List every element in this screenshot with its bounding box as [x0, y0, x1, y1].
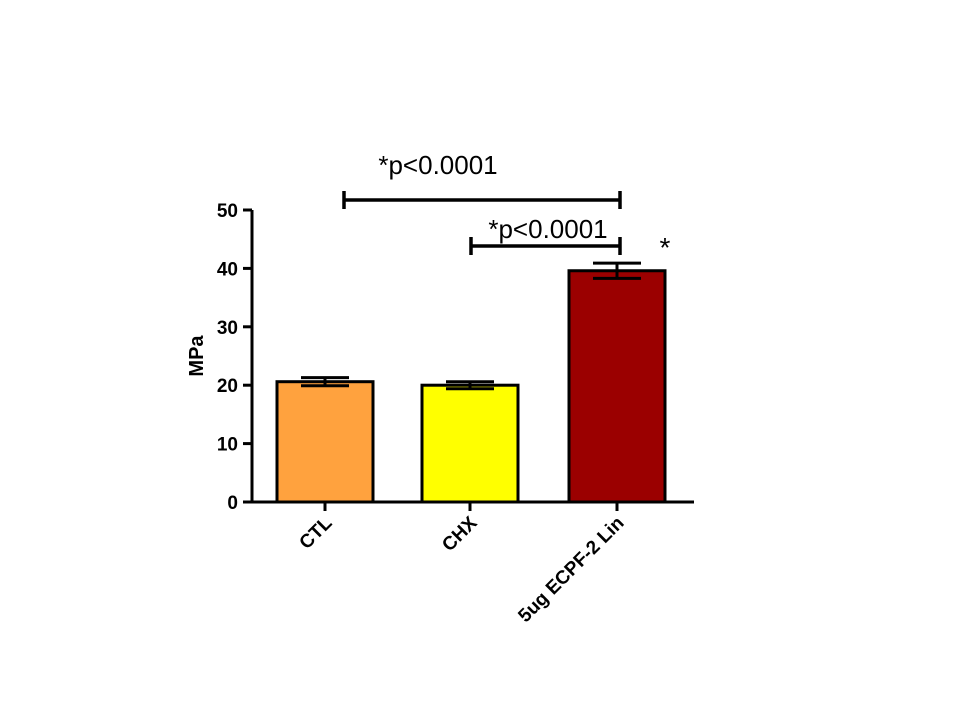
bar-1: [420, 383, 520, 504]
x-tick-label-1: CHX: [438, 512, 481, 555]
error-bars-group: [301, 261, 641, 391]
y-tick-label-50: 50: [217, 201, 238, 222]
x-tick-label-0: CTL: [296, 512, 337, 553]
significance-label-1: *p<0.0001: [488, 214, 607, 244]
bar-2: [567, 269, 667, 504]
bar-0: [275, 380, 375, 504]
x-tick-label-2: 5ug ECPF-2 Lin: [514, 513, 628, 627]
bar-annotation-0: *: [660, 232, 671, 263]
y-tick-label-10: 10: [217, 435, 238, 456]
y-tick-label-30: 30: [217, 318, 238, 339]
significance-label-0: *p<0.0001: [378, 150, 497, 180]
y-ticks-group: 0 10 20 30 40 50: [217, 201, 252, 514]
y-axis-label: MPa: [186, 335, 208, 377]
significance-group: *p<0.0001 *p<0.0001 *: [342, 150, 671, 263]
y-tick-label-40: 40: [217, 259, 238, 280]
x-tick-labels-group: CTL CHX 5ug ECPF-2 Lin: [296, 502, 629, 627]
y-tick-label-0: 0: [227, 493, 238, 514]
y-tick-label-20: 20: [217, 376, 238, 397]
